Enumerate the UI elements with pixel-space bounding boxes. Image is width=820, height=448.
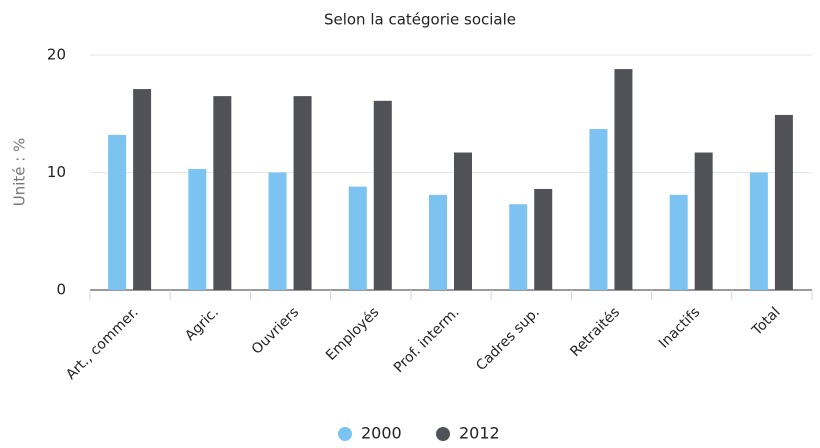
x-tick-label: Employés (323, 304, 382, 363)
legend-marker[interactable] (338, 427, 352, 441)
chart-title: Selon la catégorie sociale (324, 11, 516, 29)
bar (614, 69, 633, 290)
legend-label[interactable]: 2012 (459, 424, 500, 443)
x-tick-label: Agric. (182, 304, 222, 344)
x-tick-label: Cadres sup. (473, 304, 543, 374)
bar (774, 114, 793, 290)
x-tick-label: Prof. interm. (391, 304, 463, 376)
x-tick-label: Inactifs (656, 304, 703, 351)
y-axis-title: Unité : % (11, 138, 29, 207)
bar (188, 168, 207, 290)
bar (133, 89, 152, 290)
bar (268, 172, 287, 290)
bar (429, 194, 447, 290)
x-tick-label: Retraités (567, 304, 623, 360)
x-tick-label: Ouvriers (249, 304, 302, 357)
x-tick-label: Art., commer. (63, 304, 142, 383)
bar (108, 134, 127, 290)
legend-label[interactable]: 2000 (361, 424, 402, 443)
bar (213, 96, 232, 290)
bar (589, 129, 608, 290)
bar (749, 172, 768, 290)
bar (669, 194, 688, 290)
bar (534, 188, 553, 290)
x-tick-label: Total (748, 304, 783, 339)
y-tick-label: 10 (47, 163, 66, 181)
legend-marker[interactable] (436, 427, 450, 441)
bar (694, 152, 713, 290)
bar (293, 96, 312, 290)
bar (348, 186, 367, 290)
y-tick-label: 0 (56, 281, 66, 299)
bar (454, 152, 472, 290)
bar (509, 204, 528, 290)
bar (373, 100, 392, 290)
y-tick-label: 20 (47, 46, 66, 64)
